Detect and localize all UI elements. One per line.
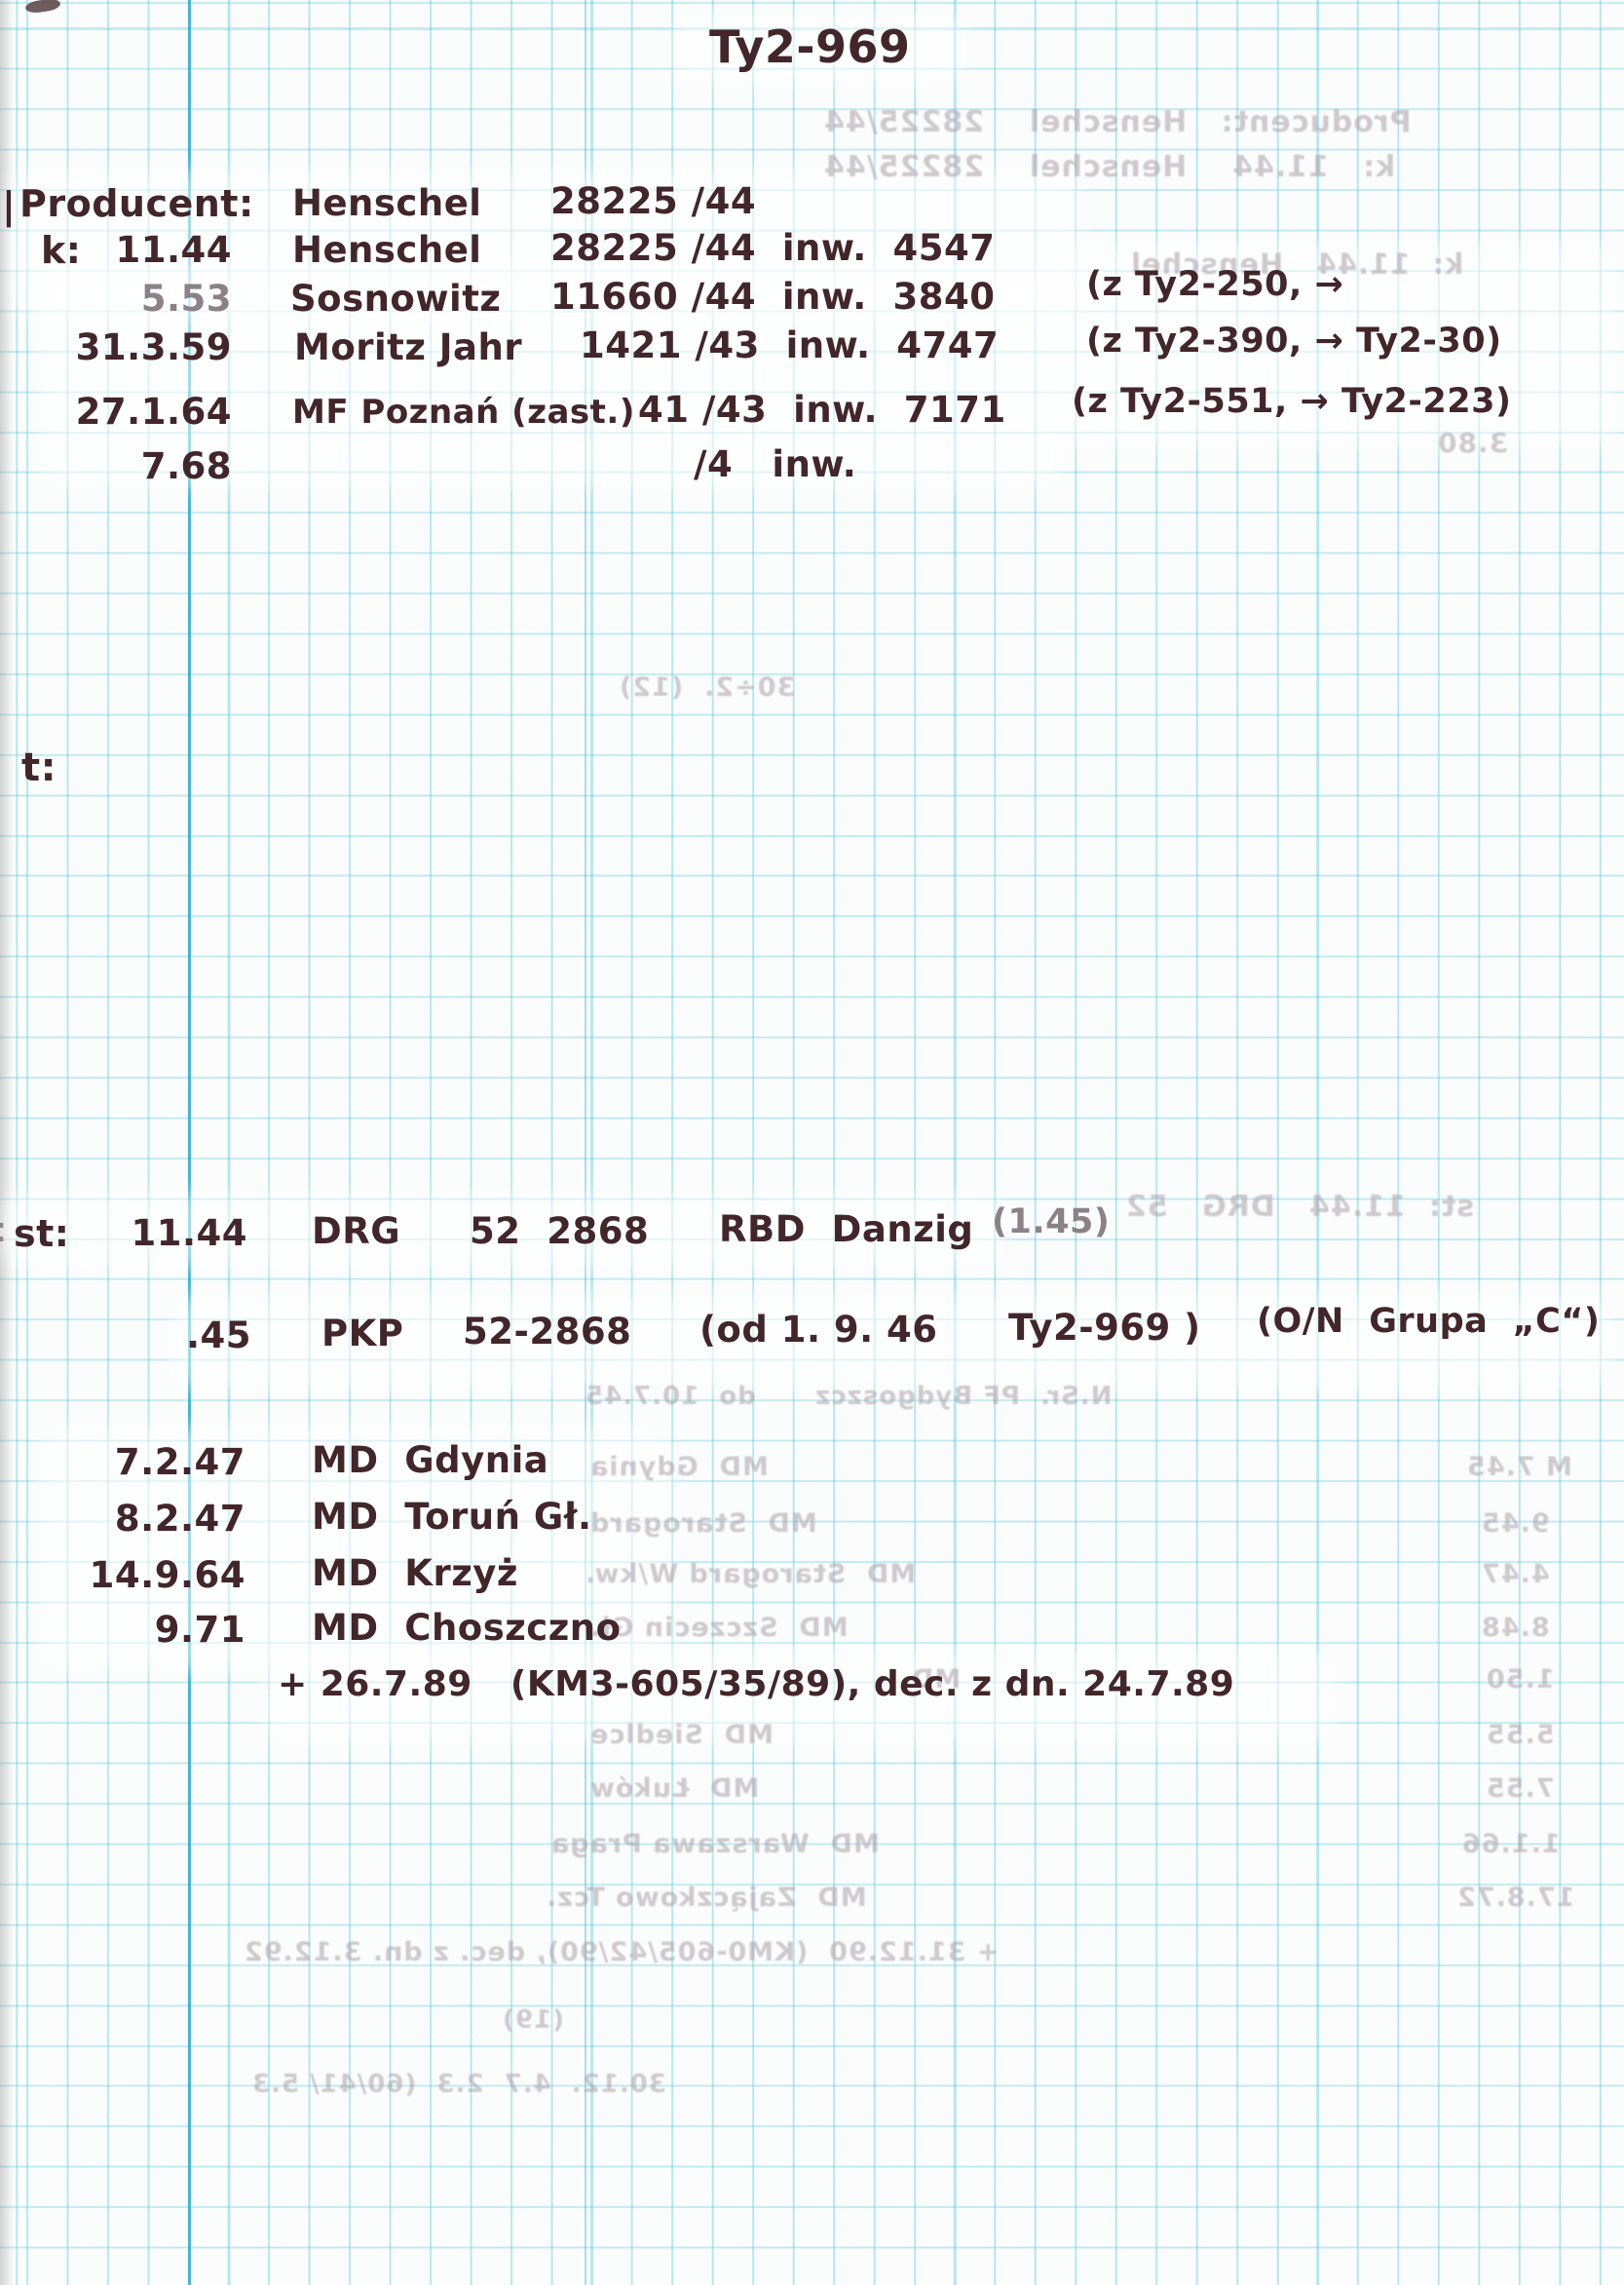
producer-label: Producent: (19, 182, 254, 225)
depot-name: MD Choszczno (312, 1607, 622, 1649)
bleedthrough-line: 30.12. 4.7 2.3 (60/41/ 5.3 (251, 2070, 666, 2099)
producer-maker: Henschel (292, 229, 482, 271)
service-operator: DRG (312, 1210, 401, 1252)
bleedthrough-date: 8.48 (1481, 1613, 1550, 1643)
producer-date: 31.3.59 (75, 326, 232, 368)
bleedthrough-line: N.Sr. PF Bydgoszcz do 10.7.45 (585, 1382, 1113, 1411)
bleedthrough-line: k: 11.44 Henschel 28225/44 (823, 150, 1396, 184)
producer-date: 11.44 (115, 229, 232, 271)
haze (672, 15, 964, 83)
producer-note: (z Ty2-551, → Ty2-223) (1072, 382, 1512, 421)
producer-maker: Moritz Jahr (294, 326, 523, 368)
service-date: .45 (185, 1314, 251, 1356)
producer-serial: 11660 /44 inw. 3840 (550, 276, 996, 318)
ink-smudge (24, 0, 61, 15)
depot-name: MD Gdynia (312, 1439, 549, 1481)
bleedthrough-date: 4.47 (1481, 1559, 1550, 1589)
bleedthrough-depot: MD Łuków (589, 1773, 760, 1804)
producer-note: (z Ty2-250, → (1086, 265, 1344, 304)
bleedthrough-line: (19) (502, 2005, 564, 2035)
producer-note: (z Ty2-390, → Ty2-30) (1086, 322, 1502, 361)
service-label: st: (14, 1212, 70, 1255)
haze (1052, 244, 1617, 448)
service-date: 11.44 (131, 1212, 247, 1254)
t-label: t: (21, 745, 57, 790)
grid-line-accent (585, 0, 586, 2285)
haze (263, 1650, 1335, 1742)
producer-serial: 28225 /44 (550, 180, 757, 222)
edge-mark: | (2, 184, 17, 227)
bleedthrough-date: 1.1.66 (1461, 1829, 1561, 1859)
producer-maker: MF Poznań (zast.) (292, 393, 635, 432)
haze (39, 263, 1062, 487)
bleedthrough-line: Producent: Henschel 28225/44 (823, 105, 1412, 139)
page-title: Ty2-969 (709, 20, 911, 73)
bleedthrough-depot: MD Starogard W/kw. (585, 1559, 917, 1589)
producer-serial: 28225 /44 inw. 4547 (550, 227, 996, 269)
depot-date: 8.2.47 (114, 1498, 245, 1540)
bleedthrough-depot: MD Gdynia (589, 1452, 769, 1482)
producer-date: 7.68 (140, 445, 232, 487)
producer-maker: Sosnowitz (290, 278, 502, 320)
torn-left-edge (0, 0, 14, 2285)
service-operator: PKP (321, 1313, 404, 1354)
bleedthrough-date: 7.55 (1486, 1773, 1555, 1804)
producer-date: 27.1.64 (75, 391, 232, 433)
depot-name: MD Toruń Gł. (312, 1496, 592, 1538)
service-number: 52-2868 (463, 1311, 632, 1352)
bleedthrough-date: 9.45 (1481, 1508, 1550, 1539)
service-pencil-note: (1.45) (992, 1202, 1111, 1241)
haze (0, 1194, 1003, 1267)
service-number: 52 2868 (470, 1210, 650, 1252)
producer-serial: /4 inw. (694, 443, 857, 485)
depot-date: 9.71 (154, 1609, 245, 1651)
bleedthrough-line: st: 11.44 DRG 52 (1125, 1190, 1475, 1224)
producer-maker: Henschel (292, 182, 482, 224)
service-district: RBD Danzig (719, 1208, 974, 1250)
bleedthrough-line: + 31.12.90 (KM0-605/42/90), dec. z dn. 3… (244, 1937, 1000, 1967)
producer-serial: 1421 /43 inw. 4747 (580, 324, 1000, 366)
bleedthrough-date: M 7.45 (1466, 1452, 1572, 1482)
bleedthrough-depot: MD Warszawa Praga (550, 1829, 880, 1859)
bleedthrough-depot: MD Szczecin Gł. (589, 1613, 849, 1643)
bleedthrough-date: 5.55 (1486, 1720, 1555, 1750)
depot-date: 7.2.47 (114, 1441, 245, 1483)
bleedthrough-date: 17.8.72 (1456, 1883, 1575, 1913)
bleedthrough-depot: MD Zajączkowo Tcz. (546, 1883, 867, 1913)
edge-mark: ⁚ (0, 1219, 6, 1249)
bleedthrough-line: 30÷2. (12) (619, 672, 796, 703)
bleedthrough-depot: MD Starogard (589, 1508, 817, 1539)
bleedthrough-date: 1.50 (1486, 1664, 1555, 1695)
depot-name: MD Krzyż (312, 1552, 518, 1594)
producer-serial: 41 /43 inw. 7171 (638, 389, 1006, 431)
haze (39, 1428, 672, 1671)
service-group-note: (O/N Grupa „C“) (1257, 1302, 1601, 1341)
service-note-from: (od 1. 9. 46 (699, 1309, 938, 1351)
service-new-number: Ty2-969 ) (1008, 1307, 1201, 1349)
k-label: k: (41, 229, 82, 272)
haze (170, 1296, 1612, 1389)
withdrawal-note: + 26.7.89 (KM3-605/35/89), dec. z dn. 24… (278, 1664, 1235, 1704)
producer-date: 5.53 (140, 278, 232, 320)
bleedthrough-depot: MD Siedlce (589, 1720, 774, 1750)
bleedthrough-line: 3.80 (1437, 427, 1509, 459)
depot-date: 14.9.64 (89, 1554, 245, 1596)
margin-grid-line (188, 0, 191, 2285)
